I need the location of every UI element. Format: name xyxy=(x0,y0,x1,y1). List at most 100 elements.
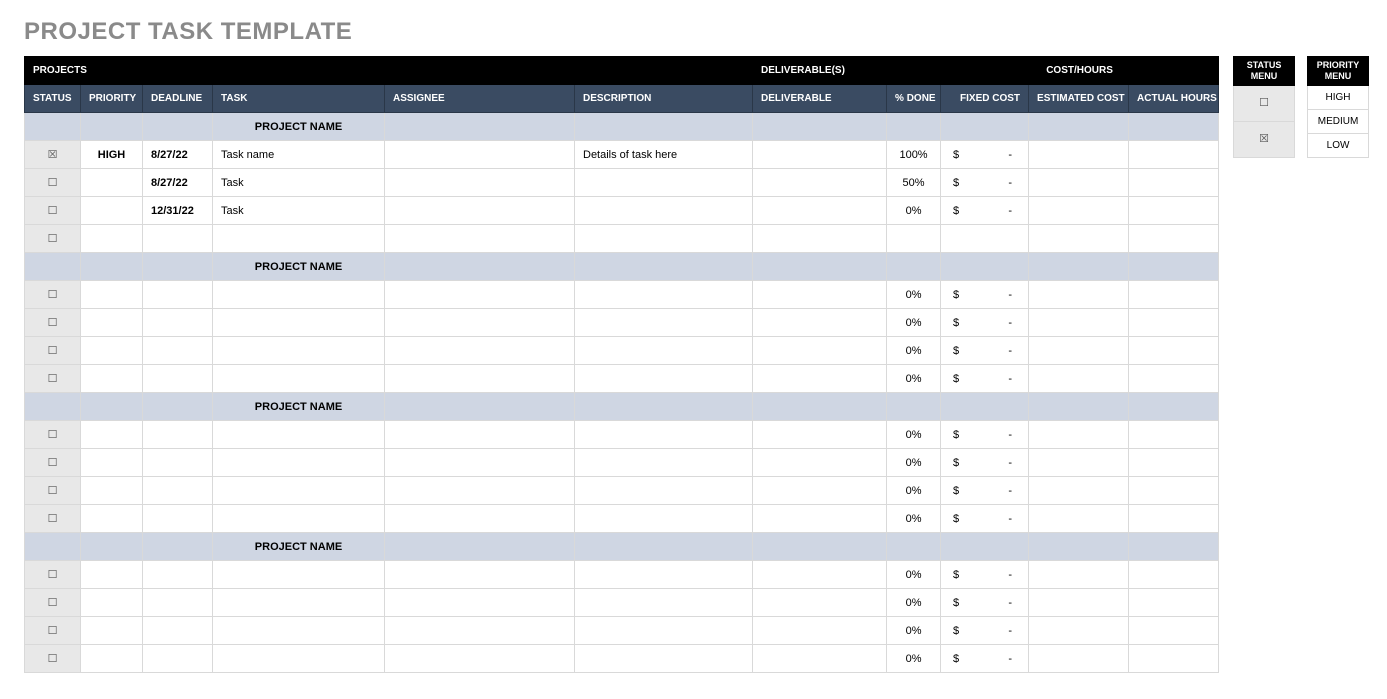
priority-cell[interactable] xyxy=(81,645,143,673)
cell[interactable] xyxy=(81,533,143,561)
deadline-cell[interactable] xyxy=(143,505,213,533)
description-cell[interactable] xyxy=(575,421,753,449)
cell[interactable] xyxy=(25,533,81,561)
status-checkbox[interactable]: ☒ xyxy=(25,141,81,169)
fixed-cost-cell[interactable]: $- xyxy=(941,589,1029,617)
assignee-cell[interactable] xyxy=(385,309,575,337)
actual-hours-cell[interactable] xyxy=(1129,477,1219,505)
fixed-cost-cell[interactable]: $- xyxy=(941,141,1029,169)
pct-done-cell[interactable]: 0% xyxy=(887,197,941,225)
description-cell[interactable] xyxy=(575,309,753,337)
status-checkbox[interactable]: ☐ xyxy=(25,225,81,253)
task-cell[interactable] xyxy=(213,281,385,309)
cell[interactable] xyxy=(941,533,1029,561)
deadline-cell[interactable] xyxy=(143,421,213,449)
pct-done-cell[interactable]: 0% xyxy=(887,281,941,309)
deliverable-cell[interactable] xyxy=(753,645,887,673)
estimated-cost-cell[interactable] xyxy=(1029,617,1129,645)
actual-hours-cell[interactable] xyxy=(1129,365,1219,393)
fixed-cost-cell[interactable]: $- xyxy=(941,477,1029,505)
actual-hours-cell[interactable] xyxy=(1129,449,1219,477)
fixed-cost-cell[interactable]: $- xyxy=(941,309,1029,337)
pct-done-cell[interactable]: 0% xyxy=(887,449,941,477)
priority-cell[interactable]: HIGH xyxy=(81,141,143,169)
pct-done-cell[interactable]: 0% xyxy=(887,421,941,449)
cell[interactable] xyxy=(1129,533,1219,561)
status-checkbox[interactable]: ☐ xyxy=(25,337,81,365)
status-checkbox[interactable]: ☐ xyxy=(25,449,81,477)
status-checkbox[interactable]: ☐ xyxy=(25,617,81,645)
status-checkbox[interactable]: ☐ xyxy=(25,281,81,309)
deliverable-cell[interactable] xyxy=(753,589,887,617)
description-cell[interactable] xyxy=(575,225,753,253)
estimated-cost-cell[interactable] xyxy=(1029,365,1129,393)
task-cell[interactable]: Task name xyxy=(213,141,385,169)
status-checkbox[interactable]: ☐ xyxy=(25,421,81,449)
priority-cell[interactable] xyxy=(81,337,143,365)
status-checkbox[interactable]: ☐ xyxy=(25,477,81,505)
status-menu-item[interactable]: ☒ xyxy=(1234,121,1295,157)
cell[interactable] xyxy=(1029,393,1129,421)
fixed-cost-cell[interactable]: $- xyxy=(941,449,1029,477)
estimated-cost-cell[interactable] xyxy=(1029,477,1129,505)
actual-hours-cell[interactable] xyxy=(1129,197,1219,225)
actual-hours-cell[interactable] xyxy=(1129,281,1219,309)
priority-cell[interactable] xyxy=(81,449,143,477)
fixed-cost-cell[interactable]: $- xyxy=(941,421,1029,449)
priority-cell[interactable] xyxy=(81,477,143,505)
cell[interactable] xyxy=(385,393,575,421)
cell[interactable] xyxy=(887,533,941,561)
assignee-cell[interactable] xyxy=(385,141,575,169)
estimated-cost-cell[interactable] xyxy=(1029,225,1129,253)
cell[interactable] xyxy=(1129,393,1219,421)
fixed-cost-cell[interactable]: $- xyxy=(941,169,1029,197)
assignee-cell[interactable] xyxy=(385,561,575,589)
deliverable-cell[interactable] xyxy=(753,281,887,309)
assignee-cell[interactable] xyxy=(385,589,575,617)
deliverable-cell[interactable] xyxy=(753,421,887,449)
estimated-cost-cell[interactable] xyxy=(1029,645,1129,673)
cell[interactable] xyxy=(25,393,81,421)
description-cell[interactable] xyxy=(575,589,753,617)
description-cell[interactable] xyxy=(575,169,753,197)
estimated-cost-cell[interactable] xyxy=(1029,197,1129,225)
task-cell[interactable] xyxy=(213,449,385,477)
pct-done-cell[interactable]: 0% xyxy=(887,365,941,393)
fixed-cost-cell[interactable]: $- xyxy=(941,505,1029,533)
assignee-cell[interactable] xyxy=(385,421,575,449)
actual-hours-cell[interactable] xyxy=(1129,589,1219,617)
cell[interactable] xyxy=(385,533,575,561)
cell[interactable] xyxy=(143,393,213,421)
priority-menu-item[interactable]: LOW xyxy=(1308,133,1369,157)
priority-cell[interactable] xyxy=(81,309,143,337)
project-name[interactable]: PROJECT NAME xyxy=(213,253,385,281)
deliverable-cell[interactable] xyxy=(753,617,887,645)
task-cell[interactable]: Task xyxy=(213,169,385,197)
cell[interactable] xyxy=(575,533,753,561)
assignee-cell[interactable] xyxy=(385,365,575,393)
actual-hours-cell[interactable] xyxy=(1129,141,1219,169)
task-cell[interactable] xyxy=(213,505,385,533)
cell[interactable] xyxy=(941,393,1029,421)
actual-hours-cell[interactable] xyxy=(1129,645,1219,673)
description-cell[interactable] xyxy=(575,477,753,505)
estimated-cost-cell[interactable] xyxy=(1029,281,1129,309)
pct-done-cell[interactable]: 50% xyxy=(887,169,941,197)
cell[interactable] xyxy=(143,113,213,141)
cell[interactable] xyxy=(25,253,81,281)
priority-cell[interactable] xyxy=(81,365,143,393)
cell[interactable] xyxy=(143,533,213,561)
pct-done-cell[interactable]: 0% xyxy=(887,477,941,505)
deliverable-cell[interactable] xyxy=(753,225,887,253)
actual-hours-cell[interactable] xyxy=(1129,337,1219,365)
task-cell[interactable] xyxy=(213,309,385,337)
project-name[interactable]: PROJECT NAME xyxy=(213,533,385,561)
estimated-cost-cell[interactable] xyxy=(1029,449,1129,477)
cell[interactable] xyxy=(887,113,941,141)
priority-menu-item[interactable]: MEDIUM xyxy=(1308,109,1369,133)
deadline-cell[interactable]: 12/31/22 xyxy=(143,197,213,225)
task-cell[interactable] xyxy=(213,421,385,449)
cell[interactable] xyxy=(1129,253,1219,281)
status-checkbox[interactable]: ☐ xyxy=(25,561,81,589)
priority-cell[interactable] xyxy=(81,169,143,197)
